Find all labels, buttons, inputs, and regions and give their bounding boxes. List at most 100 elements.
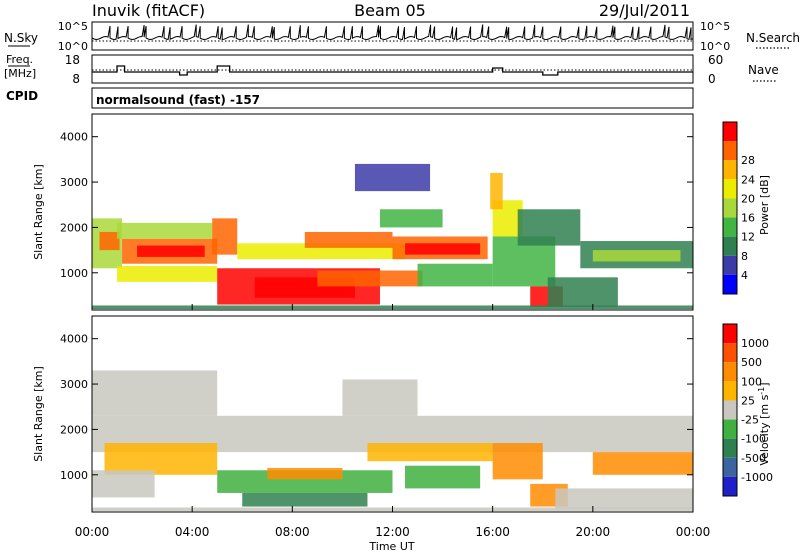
freq-panel xyxy=(91,54,694,84)
nsky-tick-top: 10^5 xyxy=(58,20,88,33)
velocity-colorbar-swatch-5 xyxy=(723,419,737,439)
nsearch-tick-bottom: 10^0 xyxy=(700,40,730,53)
xtick-label-6: 00:00 xyxy=(676,525,711,539)
power-region-14 xyxy=(379,209,443,228)
power-colorbar: 4 8 12 16 20 24 28 xyxy=(722,121,755,295)
velocity-region-9 xyxy=(492,443,543,480)
time-x-axis: 00:00 04:00 08:00 12:00 16:00 20:00 00:00 xyxy=(75,304,711,539)
velocity-ytick-label-1: 2000 xyxy=(60,423,88,436)
xtick-label-5: 20:00 xyxy=(576,525,611,539)
power-colorbar-swatch-0 xyxy=(723,122,737,142)
velocity-colorbar-label: Velocity [m s-1] xyxy=(757,382,771,465)
beam-title: Beam 05 xyxy=(354,1,426,20)
xtick-label-2: 08:00 xyxy=(275,525,310,539)
velocity-y-axis: 1000 2000 3000 4000 xyxy=(60,333,693,482)
power-colorbar-swatch-8 xyxy=(723,274,737,294)
power-region-15 xyxy=(417,263,493,287)
power-region-20 xyxy=(547,277,618,307)
velocity-colorbar-tick-1: 500 xyxy=(741,356,762,369)
date-title: 29/Jul/2011 xyxy=(599,1,690,20)
power-colorbar-swatch-1 xyxy=(723,141,737,161)
velocity-colorbar-swatch-1 xyxy=(723,343,737,363)
nsky-panel xyxy=(91,21,694,51)
power-colorbar-swatch-7 xyxy=(723,255,737,275)
velocity-colorbar-tick-6: -500 xyxy=(741,452,766,465)
velocity-region-1 xyxy=(92,370,218,416)
freq-trace xyxy=(92,65,693,76)
xtick-label-4: 16:00 xyxy=(475,525,510,539)
power-colorbar-swatch-5 xyxy=(723,217,737,237)
power-region-4 xyxy=(117,222,213,239)
velocity-region-8 xyxy=(405,465,481,489)
power-colorbar-tick-4: 20 xyxy=(741,192,755,205)
power-region-23 xyxy=(517,209,581,246)
power-colorbar-swatch-6 xyxy=(723,236,737,256)
power-region-3 xyxy=(137,245,205,257)
velocity-colorbar-tick-0: 1000 xyxy=(741,337,769,350)
power-region-22 xyxy=(592,250,681,262)
velocity-colorbar-swatch-4 xyxy=(723,400,737,420)
power-colorbar-label: Power [dB] xyxy=(758,175,771,235)
power-ytick-label-0: 1000 xyxy=(60,267,88,280)
power-y-axis: 1000 2000 3000 4000 xyxy=(60,131,693,280)
velocity-colorbar-label-close: ] xyxy=(758,382,771,386)
power-colorbar-swatch-3 xyxy=(723,179,737,199)
power-colorbar-swatch-4 xyxy=(723,198,737,218)
power-region-10 xyxy=(304,231,393,248)
power-ytick-label-2: 3000 xyxy=(60,176,88,189)
power-colorbar-tick-1: 8 xyxy=(741,250,748,263)
power-colorbar-tick-6: 28 xyxy=(741,154,755,167)
power-ylabel: Slant Range [km] xyxy=(32,164,45,260)
power-heatmap xyxy=(92,163,693,310)
velocity-ytick-label-0: 1000 xyxy=(60,469,88,482)
nsky-series xyxy=(91,24,694,42)
nave-tick-top: 60 xyxy=(708,53,723,67)
velocity-region-5 xyxy=(242,492,368,507)
velocity-colorbar-swatch-2 xyxy=(723,362,737,382)
nave-label: Nave xyxy=(748,63,779,77)
time-xlabel: Time UT xyxy=(368,540,414,553)
velocity-region-13 xyxy=(342,379,418,416)
power-region-1 xyxy=(99,231,120,251)
velocity-region-4 xyxy=(217,470,393,493)
power-region-5 xyxy=(117,265,218,282)
cpid-label: CPID xyxy=(6,89,38,103)
power-colorbar-swatch-2 xyxy=(723,160,737,180)
freq-label: Freq. xyxy=(6,53,33,66)
velocity-colorbar: 1000 500 100 25 -25 -100 -500 -1000 xyxy=(722,323,773,497)
freq-tick-top: 18 xyxy=(65,53,80,67)
velocity-heatmap xyxy=(92,370,693,512)
velocity-colorbar-tick-5: -100 xyxy=(741,433,766,446)
velocity-colorbar-tick-7: -1000 xyxy=(741,471,773,484)
power-colorbar-frame xyxy=(722,121,738,295)
nave-tick-bottom: 0 xyxy=(708,72,716,86)
nsky-label: N.Sky xyxy=(4,31,38,45)
xtick-label-0: 00:00 xyxy=(75,525,110,539)
velocity-region-3 xyxy=(92,470,155,498)
power-ytick-label-1: 2000 xyxy=(60,221,88,234)
power-region-11 xyxy=(317,270,423,287)
velocity-colorbar-label-main: Velocity [m s xyxy=(758,394,771,465)
power-region-6 xyxy=(212,218,238,255)
velocity-colorbar-swatch-7 xyxy=(723,457,737,477)
velocity-colorbar-swatch-3 xyxy=(723,381,737,401)
nsky-trace xyxy=(91,24,694,41)
velocity-colorbar-tick-3: 25 xyxy=(741,394,755,407)
velocity-colorbar-tick-2: 100 xyxy=(741,375,762,388)
velocity-region-2 xyxy=(104,443,218,475)
nsearch-tick-top: 10^5 xyxy=(700,20,730,33)
velocity-region-12 xyxy=(555,488,693,509)
power-colorbar-tick-2: 12 xyxy=(741,231,755,244)
velocity-colorbar-swatch-0 xyxy=(723,324,737,344)
power-colorbar-tick-3: 16 xyxy=(741,212,755,225)
power-colorbar-tick-0: 4 xyxy=(741,269,748,282)
velocity-ytick-label-3: 4000 xyxy=(60,333,88,346)
xtick-label-3: 12:00 xyxy=(375,525,410,539)
velocity-region-6 xyxy=(267,467,343,480)
velocity-ylabel: Slant Range [km] xyxy=(32,366,45,462)
nsky-tick-bottom: 10^0 xyxy=(58,40,88,53)
station-title: Inuvik (fitACF) xyxy=(92,1,205,20)
freq-series xyxy=(92,65,693,76)
power-region-17 xyxy=(490,172,503,210)
